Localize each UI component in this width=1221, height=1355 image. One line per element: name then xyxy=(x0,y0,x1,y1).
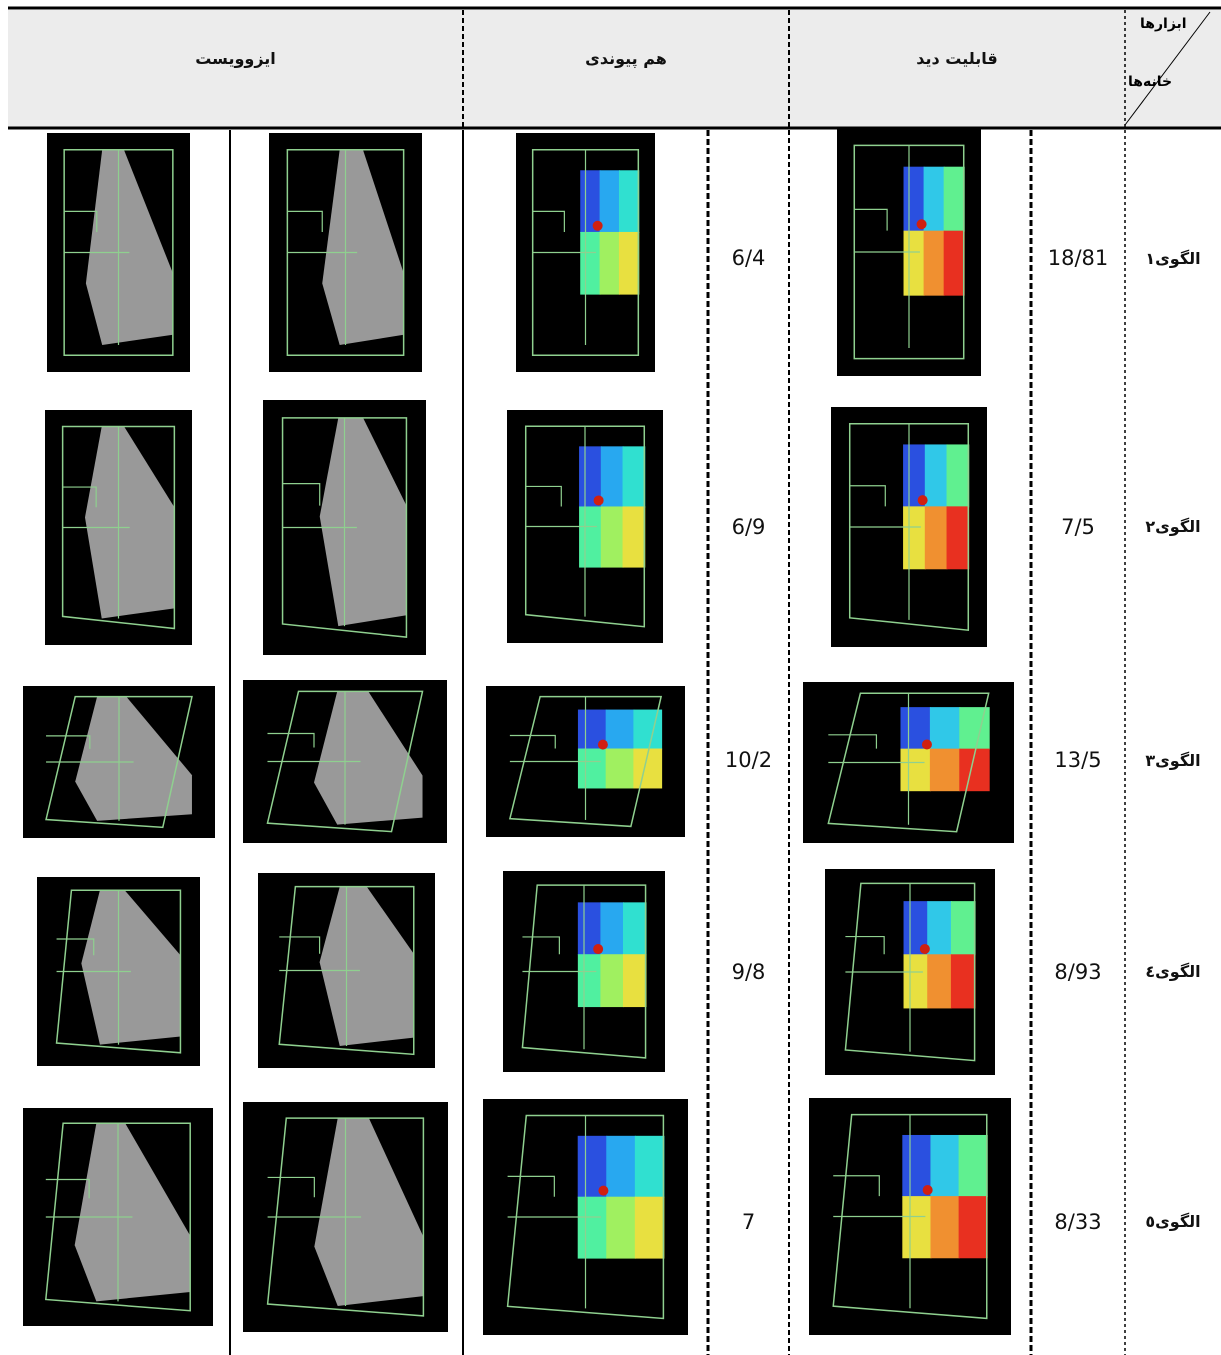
row-label: الگوی۳ xyxy=(1125,665,1221,855)
visibility-value: 13/5 xyxy=(1031,665,1125,855)
corner-bottom: خانه‌ها xyxy=(1128,74,1172,90)
plan-image xyxy=(47,133,190,372)
plan-image xyxy=(486,686,685,837)
visibility-value: 18/81 xyxy=(1031,128,1125,388)
plan-image xyxy=(483,1099,688,1335)
header-visibility: قابلیت دید xyxy=(789,10,1125,106)
plan-image xyxy=(258,873,435,1068)
row-label: الگوی٥ xyxy=(1125,1088,1221,1355)
plan-image xyxy=(243,680,447,843)
plan-image xyxy=(831,407,987,647)
plan-image xyxy=(507,410,663,643)
plan-image xyxy=(516,133,655,372)
connectivity-value: 6/9 xyxy=(708,388,789,665)
header-connectivity: هم پیوندی xyxy=(463,10,789,106)
visibility-value: 8/33 xyxy=(1031,1088,1125,1355)
plan-images xyxy=(23,128,1014,1335)
plan-image xyxy=(837,128,981,376)
visibility-value: 7/5 xyxy=(1031,388,1125,665)
plan-image xyxy=(503,871,665,1072)
visibility-value: 8/93 xyxy=(1031,855,1125,1088)
plan-image xyxy=(803,682,1014,843)
connectivity-value: 6/4 xyxy=(708,128,789,388)
connectivity-value: 10/2 xyxy=(708,665,789,855)
row-label: الگوی۲ xyxy=(1125,388,1221,665)
header-isovist: ایزوویست xyxy=(8,10,463,106)
corner-top: ابزارها xyxy=(1140,16,1187,32)
plan-image xyxy=(263,400,426,655)
plan-image xyxy=(45,410,192,645)
connectivity-value: 7 xyxy=(708,1088,789,1355)
plan-image xyxy=(825,869,995,1075)
plan-image xyxy=(23,1108,213,1326)
plan-image xyxy=(23,686,215,838)
connectivity-value: 9/8 xyxy=(708,855,789,1088)
plan-image xyxy=(809,1098,1011,1335)
plan-image xyxy=(269,133,422,372)
row-label: الگوی٤ xyxy=(1125,855,1221,1088)
plan-image xyxy=(243,1102,448,1332)
row-label: الگوی۱ xyxy=(1125,128,1221,388)
page: {"header": {"corner_top": "ابزارها", "co… xyxy=(0,0,1221,1355)
plan-image xyxy=(37,877,200,1066)
